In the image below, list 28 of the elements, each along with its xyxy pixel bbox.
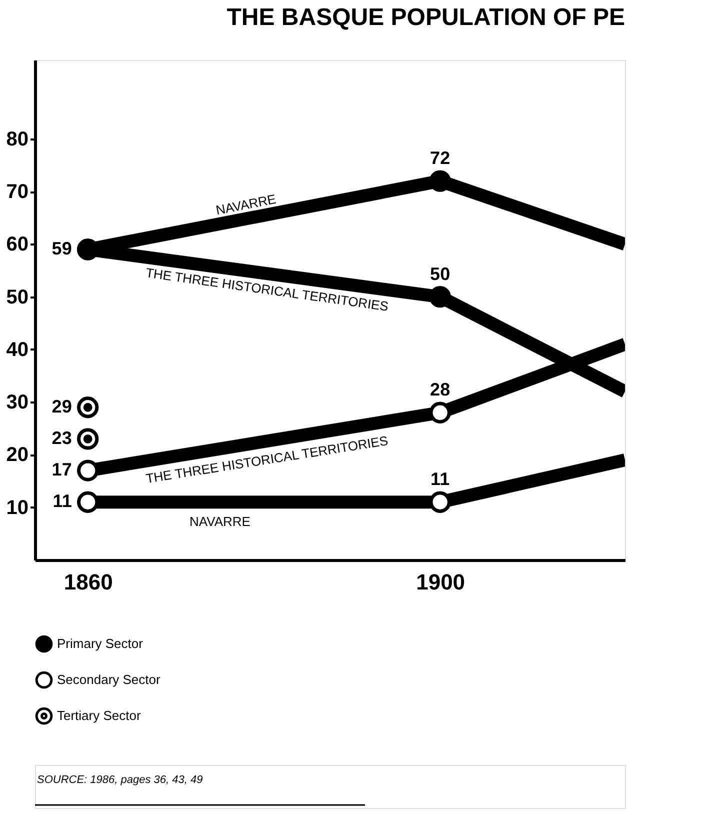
data-label: 29 <box>52 396 72 416</box>
legend-label: Tertiary Sector <box>57 708 142 723</box>
data-label: 11 <box>430 469 450 490</box>
y-tick-label: 30 <box>6 392 28 414</box>
legend-label: Primary Sector <box>57 636 144 651</box>
chart-title: THE BASQUE POPULATION OF PE <box>226 4 625 31</box>
data-label: 59 <box>52 238 72 258</box>
data-label: 28 <box>430 380 450 400</box>
data-label: 11 <box>52 491 72 512</box>
legend-label: Secondary Sector <box>57 672 162 687</box>
data-label: 72 <box>430 148 450 168</box>
x-tick-label: 1900 <box>416 570 466 594</box>
x-tick-label: 1860 <box>64 570 113 594</box>
y-tick-label: 50 <box>6 286 28 308</box>
y-tick-label: 10 <box>6 496 28 519</box>
annotation: NAVARRE <box>190 514 251 529</box>
y-tick-label: 70 <box>6 181 28 204</box>
y-tick-label: 40 <box>6 338 28 361</box>
data-label: 50 <box>430 264 450 284</box>
annotation: NAVARRE <box>214 191 278 218</box>
annotation: THE THREE HISTORICAL TERRITORIES <box>144 265 390 314</box>
y-tick-label: 80 <box>6 128 28 150</box>
y-tick-label: 20 <box>6 444 28 466</box>
data-label: 17 <box>52 460 72 480</box>
y-tick-label: 60 <box>6 234 28 256</box>
source-note: SOURCE: 1986, pages 36, 43, 49 <box>37 774 203 786</box>
data-label: 23 <box>52 428 72 448</box>
annotation: THE THREE HISTORICAL TERRITORIES <box>144 432 390 486</box>
